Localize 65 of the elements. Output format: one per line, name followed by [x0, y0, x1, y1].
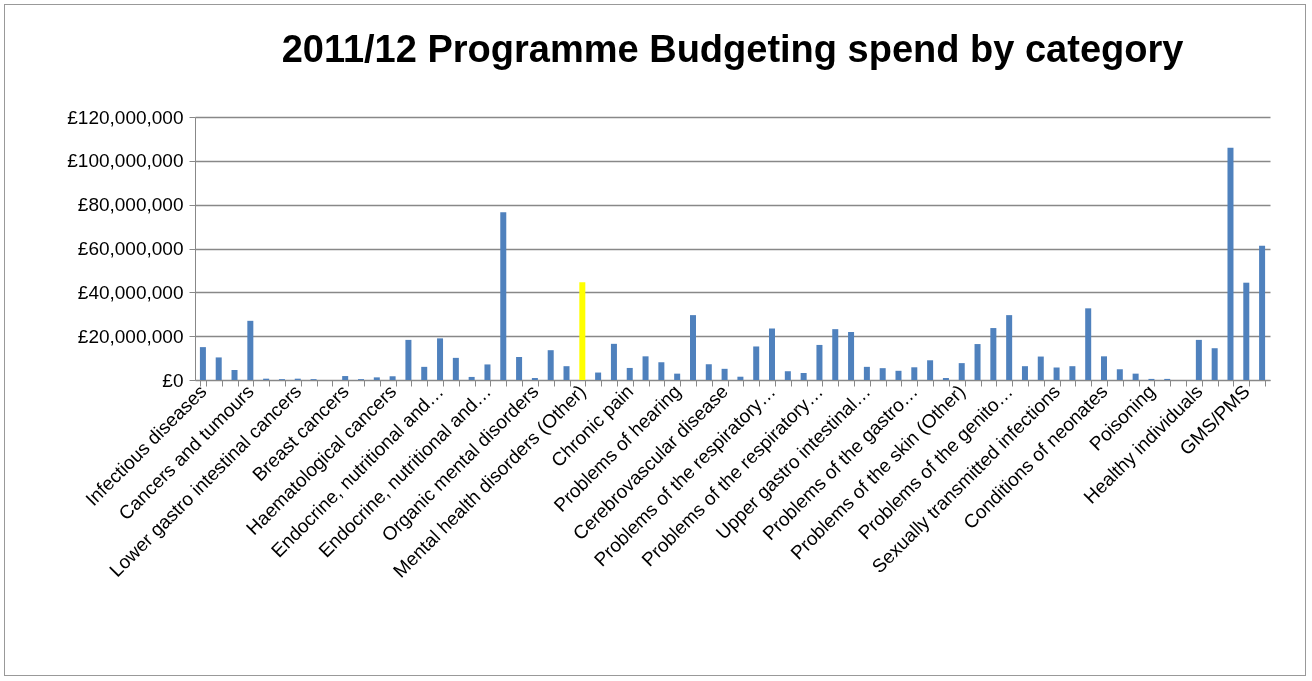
bar	[389, 376, 396, 380]
bar	[1116, 369, 1123, 380]
y-tick-label: £120,000,000	[67, 106, 184, 128]
bar	[437, 338, 444, 380]
bar	[1211, 348, 1218, 380]
bar	[1259, 245, 1266, 380]
bar	[848, 332, 855, 380]
bar	[468, 376, 475, 380]
chart-title: 2011/12 Programme Budgeting spend by category	[281, 28, 1184, 70]
bar	[1195, 339, 1202, 380]
bar	[595, 372, 602, 380]
bar	[199, 347, 206, 380]
bar	[832, 329, 839, 380]
bar	[705, 364, 712, 380]
bar	[816, 344, 823, 380]
bar	[658, 362, 665, 380]
bar	[642, 356, 649, 380]
bar	[879, 368, 886, 380]
bar	[737, 376, 744, 380]
bar	[500, 212, 507, 380]
bar	[516, 356, 523, 380]
bar	[342, 376, 349, 380]
bar	[610, 343, 617, 380]
y-tick-label: £100,000,000	[67, 150, 184, 172]
bar	[911, 367, 918, 380]
bar	[1101, 356, 1108, 380]
bar	[484, 364, 491, 380]
bar	[689, 315, 696, 380]
y-tick-label: £40,000,000	[77, 281, 184, 303]
bar	[247, 320, 254, 380]
bar	[753, 346, 760, 380]
y-tick-label: £20,000,000	[77, 325, 184, 347]
bar	[579, 282, 586, 380]
bar	[563, 366, 570, 380]
bar	[1021, 366, 1028, 380]
bar	[1085, 308, 1092, 380]
bar	[769, 328, 776, 380]
bar	[626, 367, 633, 380]
bar	[958, 363, 965, 380]
bar	[1243, 282, 1250, 380]
bar	[990, 328, 997, 380]
bar	[1069, 366, 1076, 380]
bar	[674, 373, 681, 380]
bar	[373, 377, 380, 380]
bar	[1053, 367, 1060, 380]
y-tick-label: £80,000,000	[77, 194, 184, 216]
y-tick-label: £60,000,000	[77, 238, 184, 259]
bar	[1227, 147, 1234, 380]
bar	[974, 344, 981, 380]
bar	[800, 372, 807, 380]
bar	[215, 357, 222, 380]
bar	[405, 339, 412, 380]
bar	[1006, 315, 1013, 380]
bar	[895, 370, 902, 380]
bar	[547, 350, 554, 380]
bar	[1132, 373, 1139, 380]
y-tick-label: £0	[162, 369, 184, 391]
bar	[863, 366, 870, 380]
bar	[927, 360, 934, 380]
bar	[784, 371, 791, 380]
bar	[721, 368, 728, 380]
bar	[231, 369, 238, 380]
bar	[421, 366, 428, 380]
bar	[452, 357, 459, 380]
bar	[1037, 356, 1044, 380]
